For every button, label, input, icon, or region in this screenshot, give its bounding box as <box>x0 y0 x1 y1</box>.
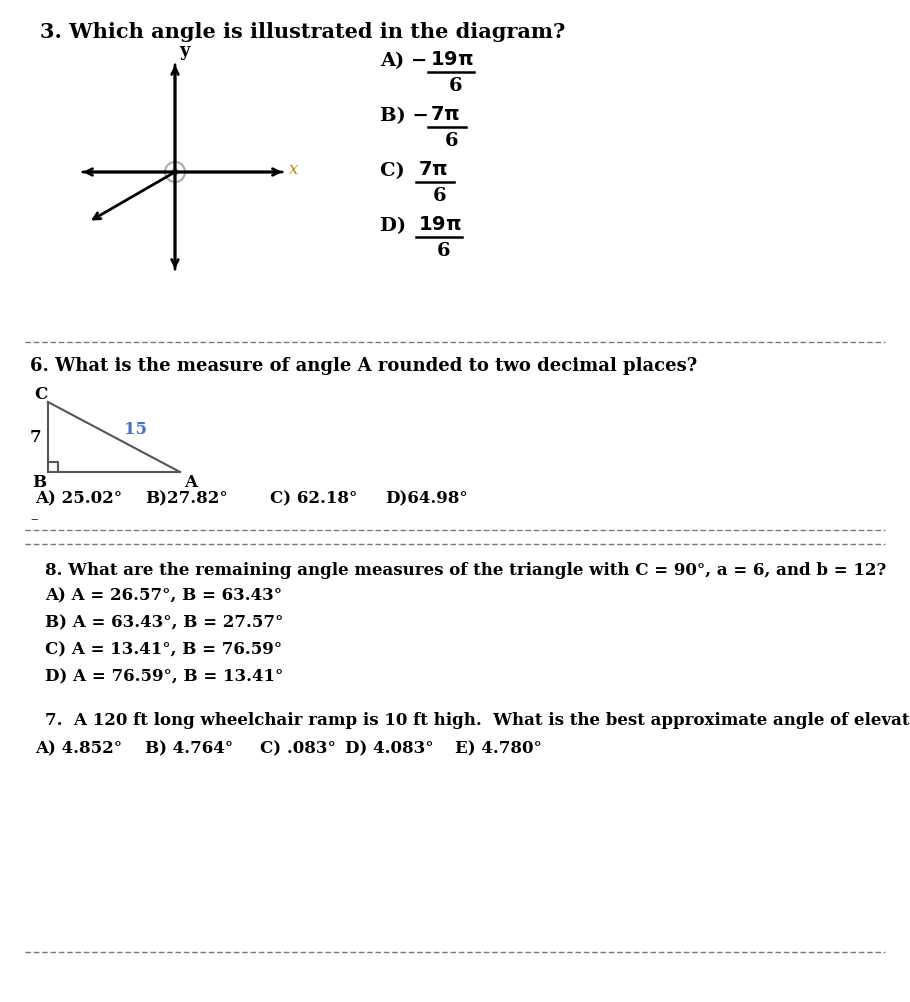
Text: 6. What is the measure of angle A rounded to two decimal places?: 6. What is the measure of angle A rounde… <box>30 357 697 375</box>
Text: 8. What are the remaining angle measures of the triangle with C = 90°, a = 6, an: 8. What are the remaining angle measures… <box>45 562 886 579</box>
Text: x: x <box>289 160 298 177</box>
Text: D): D) <box>380 217 413 235</box>
Text: B) A = 63.43°, B = 27.57°: B) A = 63.43°, B = 27.57° <box>45 614 283 631</box>
Text: 6: 6 <box>433 187 447 205</box>
Text: A) A = 26.57°, B = 63.43°: A) A = 26.57°, B = 63.43° <box>45 587 282 604</box>
Text: 6: 6 <box>437 242 450 260</box>
Text: B)27.82°: B)27.82° <box>145 490 228 507</box>
Text: C) .083°: C) .083° <box>260 740 336 757</box>
Text: C): C) <box>380 162 411 180</box>
Text: D) A = 76.59°, B = 13.41°: D) A = 76.59°, B = 13.41° <box>45 668 283 685</box>
Text: 7: 7 <box>30 429 42 446</box>
Text: A) 25.02°: A) 25.02° <box>35 490 122 507</box>
Text: –: – <box>30 512 37 526</box>
Text: D) 4.083°: D) 4.083° <box>345 740 434 757</box>
Text: D)64.98°: D)64.98° <box>385 490 468 507</box>
Text: 15: 15 <box>124 421 147 438</box>
Text: 7.  A 120 ft long wheelchair ramp is 10 ft high.  What is the best approximate a: 7. A 120 ft long wheelchair ramp is 10 f… <box>45 712 910 729</box>
Text: 6: 6 <box>445 132 459 150</box>
Text: A: A <box>184 474 197 491</box>
Text: A) 4.852°: A) 4.852° <box>35 740 122 757</box>
Text: C) A = 13.41°, B = 76.59°: C) A = 13.41°, B = 76.59° <box>45 641 282 658</box>
Text: B: B <box>32 474 46 491</box>
Text: 3. Which angle is illustrated in the diagram?: 3. Which angle is illustrated in the dia… <box>40 22 565 42</box>
Text: $\mathbf{7\pi}$: $\mathbf{7\pi}$ <box>430 106 460 124</box>
Text: B) −: B) − <box>380 107 429 125</box>
Text: $\mathbf{19\pi}$: $\mathbf{19\pi}$ <box>430 51 473 69</box>
Text: $\mathbf{7\pi}$: $\mathbf{7\pi}$ <box>418 161 448 179</box>
Text: 6: 6 <box>449 77 462 95</box>
Text: $\mathbf{19\pi}$: $\mathbf{19\pi}$ <box>418 216 461 234</box>
Text: E) 4.780°: E) 4.780° <box>455 740 541 757</box>
Text: C: C <box>34 386 47 403</box>
Text: C) 62.18°: C) 62.18° <box>270 490 358 507</box>
Text: A) −: A) − <box>380 52 428 70</box>
Text: B) 4.764°: B) 4.764° <box>145 740 233 757</box>
Circle shape <box>171 168 179 176</box>
Text: y: y <box>179 42 189 60</box>
